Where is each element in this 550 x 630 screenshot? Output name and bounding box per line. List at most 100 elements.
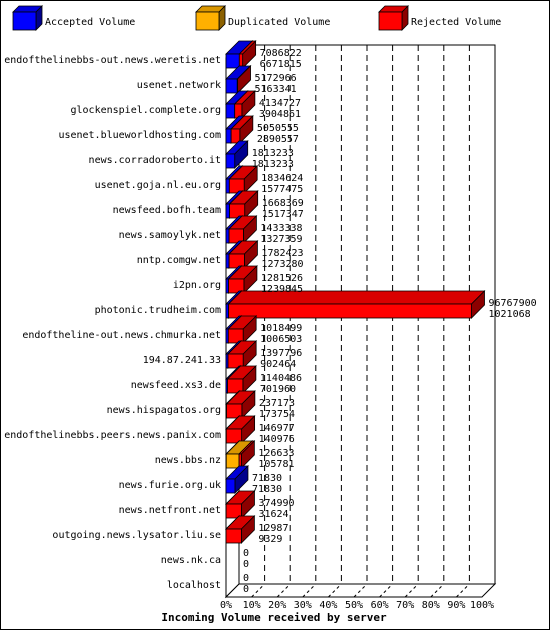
- category-label: localhost: [167, 580, 221, 591]
- x-tick-label: 60%: [371, 600, 389, 611]
- bar-rejected-volume: [227, 290, 486, 319]
- legend-label: Accepted Volume: [45, 17, 135, 28]
- legend-swatch: [195, 5, 226, 31]
- total-volume-label: 5172966: [255, 73, 297, 84]
- legend-entry: Accepted Volume: [12, 5, 135, 31]
- bar-rejected-volume: [227, 265, 258, 294]
- accepted-volume-label: 701960: [260, 384, 296, 395]
- legend-label: Duplicated Volume: [228, 17, 330, 28]
- x-tick-label: 40%: [319, 600, 337, 611]
- accepted-volume-label: 1577475: [261, 184, 303, 195]
- accepted-volume-label: 0: [243, 584, 249, 595]
- legend-entry: Duplicated Volume: [195, 5, 330, 31]
- total-volume-label: 1018499: [260, 323, 302, 334]
- total-volume-label: 4134727: [259, 98, 301, 109]
- category-label: endofthelinebbs-out.news.weretis.net: [4, 55, 221, 66]
- bar-rejected-volume: [225, 415, 256, 444]
- bars: [225, 40, 486, 544]
- bar-rejected-volume: [236, 65, 252, 94]
- category-label: news.corradoroberto.it: [89, 155, 221, 166]
- bar-rejected-volume: [233, 90, 256, 119]
- x-tick-label: 80%: [422, 600, 440, 611]
- category-label: endofthelinebbs.peers.news.panix.com: [4, 430, 221, 441]
- legend: Accepted Volume Duplicated Volume Rejected…: [12, 5, 501, 31]
- total-volume-label: 237173: [259, 398, 295, 409]
- accepted-volume-label: 6671815: [260, 59, 302, 70]
- accepted-volume-label: 1517347: [262, 209, 304, 220]
- category-label: newsfeed.bofh.team: [113, 205, 221, 216]
- total-volume-label: 1433338: [260, 223, 302, 234]
- category-label: 194.87.241.33: [143, 355, 221, 366]
- total-volume-label: 1813233: [252, 148, 294, 159]
- accepted-volume-label: 1273280: [261, 259, 303, 270]
- bar-accepted-volume: [225, 140, 249, 169]
- category-labels: endofthelinebbs-out.news.weretis.net usen…: [4, 55, 221, 591]
- accepted-volume-label: 173754: [259, 409, 295, 420]
- bar-rejected-volume: [225, 490, 256, 519]
- total-volume-label: 146977: [259, 423, 295, 434]
- bar-rejected-volume: [228, 215, 258, 244]
- total-volume-label: 1140486: [260, 373, 302, 384]
- category-label: news.bbs.nz: [155, 455, 221, 466]
- category-label: news.nk.ca: [161, 555, 221, 566]
- total-volume-label: 1834624: [261, 173, 303, 184]
- total-volume-label: 12987: [258, 523, 288, 534]
- bar-rejected-volume: [227, 340, 258, 369]
- category-label: news.hispagatos.org: [107, 405, 221, 416]
- total-volume-label: 96767900: [489, 298, 537, 309]
- accepted-volume-label: 71830: [252, 484, 282, 495]
- bar-rejected-volume: [227, 315, 258, 344]
- x-tick-label: 0%: [220, 600, 232, 611]
- category-label: photonic.trudheim.com: [95, 305, 221, 316]
- accepted-volume-label: 31624: [258, 509, 288, 520]
- category-label: endoftheline-out.news.chmurka.net: [22, 330, 221, 341]
- total-volume-label: 0: [243, 573, 249, 584]
- x-tick-label: 100%: [470, 600, 494, 611]
- floor: [224, 583, 497, 598]
- x-tick-label: 20%: [268, 600, 286, 611]
- total-volume-label: 1782423: [261, 248, 303, 259]
- total-volume-label: 374990: [258, 498, 294, 509]
- legend-entry: Rejected Volume: [378, 5, 501, 31]
- bar-accepted-volume: [225, 465, 249, 494]
- x-tick-label: 10%: [243, 600, 261, 611]
- accepted-volume-label: 1327359: [260, 234, 302, 245]
- bar-rejected-volume: [230, 115, 254, 144]
- category-label: outgoing.news.lysator.liu.se: [52, 530, 221, 541]
- category-label: nntp.comgw.net: [137, 255, 221, 266]
- category-label: glockenspiel.complete.org: [70, 105, 221, 116]
- category-label: usenet.blueworldhosting.com: [58, 130, 221, 141]
- total-volume-label: 1668369: [262, 198, 304, 209]
- bar-rejected-volume: [225, 390, 256, 419]
- category-label: news.samoylyk.net: [119, 230, 221, 241]
- bar-rejected-volume: [226, 365, 257, 394]
- x-axis-title: Incoming Volume received by server: [161, 611, 387, 624]
- x-tick-label: 50%: [345, 600, 363, 611]
- accepted-volume-label: 1239845: [261, 284, 303, 295]
- total-volume-label: 1397796: [260, 348, 302, 359]
- total-volume-label: 5050555: [257, 123, 299, 134]
- x-tick-label: 70%: [396, 600, 414, 611]
- category-label: usenet.network: [137, 80, 221, 91]
- bar-rejected-volume: [238, 440, 256, 469]
- accepted-volume-label: 105781: [258, 459, 294, 470]
- total-volume-label: 71830: [252, 473, 282, 484]
- bar-rejected-volume: [225, 515, 256, 544]
- total-volume-label: 126633: [258, 448, 294, 459]
- legend-swatch: [378, 5, 409, 31]
- accepted-volume-label: 140976: [259, 434, 295, 445]
- accepted-volume-label: 1021068: [489, 309, 531, 320]
- bar-rejected-volume: [238, 40, 257, 69]
- legend-label: Rejected Volume: [411, 17, 501, 28]
- category-label: newsfeed.xs3.de: [131, 380, 221, 391]
- total-volume-label: 0: [243, 548, 249, 559]
- bar-rejected-volume: [228, 240, 259, 269]
- bar-rejected-volume: [228, 190, 259, 219]
- accepted-volume-label: 3904861: [259, 109, 301, 120]
- accepted-volume-label: 1006503: [260, 334, 302, 345]
- accepted-volume-label: 5163341: [255, 84, 297, 95]
- accepted-volume-label: 2890557: [257, 134, 299, 145]
